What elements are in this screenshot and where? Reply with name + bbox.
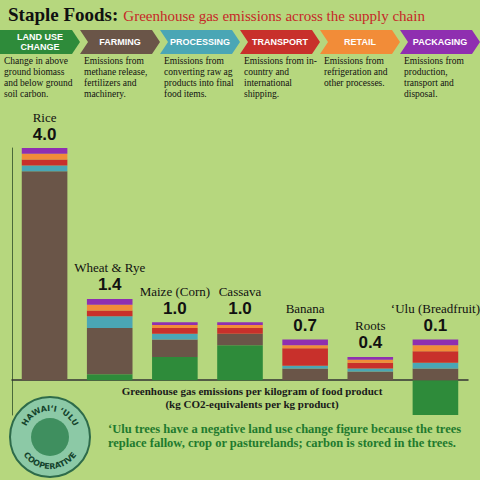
html-text:PACKAGING: PACKAGING bbox=[412, 37, 468, 47]
html-text:Change in above ground biomass: Change in above ground biomass and below… bbox=[4, 56, 73, 99]
html-text:PROCESSING: PROCESSING bbox=[170, 37, 230, 47]
svg-text:ʻUlu (Breadfruit): ʻUlu (Breadfruit) bbox=[391, 301, 480, 316]
svg-text:1.4: 1.4 bbox=[98, 275, 122, 294]
svg-text:Cassava: Cassava bbox=[219, 284, 262, 299]
svg-text:Maize (Corn): Maize (Corn) bbox=[140, 284, 210, 299]
svg-text:1.0: 1.0 bbox=[163, 299, 187, 318]
svg-text:4.0: 4.0 bbox=[33, 125, 57, 144]
html-text:Emissions from methane release: Emissions from methane release, fertiliz… bbox=[84, 56, 148, 99]
html-text:Emissions from converting raw: Emissions from converting raw ag product… bbox=[164, 56, 234, 99]
html-text:Emissions from in-country and: Emissions from in-country and internatio… bbox=[244, 56, 317, 99]
html-text:Staple Foods: Greenhouse gas e: Staple Foods: Greenhouse gas emissions a… bbox=[8, 4, 425, 25]
svg-text:Wheat & Rye: Wheat & Rye bbox=[74, 260, 145, 275]
html-text:Greenhouse gas emissions per k: Greenhouse gas emissions per kilogram of… bbox=[121, 385, 383, 410]
svg-text:Banana: Banana bbox=[286, 301, 325, 316]
svg-text:0.7: 0.7 bbox=[293, 316, 317, 335]
svg-text:1.0: 1.0 bbox=[228, 299, 252, 318]
html-text:TRANSPORT: TRANSPORT bbox=[252, 37, 308, 47]
svg-text:0.1: 0.1 bbox=[424, 316, 448, 335]
svg-text:HAWAIʻI ʻULU: HAWAIʻI ʻULU bbox=[20, 404, 80, 428]
svg-text:0.4: 0.4 bbox=[358, 333, 382, 352]
html-text:ʻUlu trees have a negative lan: ʻUlu trees have a negative land use chan… bbox=[108, 422, 462, 450]
svg-text:Roots: Roots bbox=[355, 318, 385, 333]
svg-text:Rice: Rice bbox=[33, 110, 57, 125]
html-text:FARMING: FARMING bbox=[99, 37, 141, 47]
html-text:Emissions from refrigeration a: Emissions from refrigeration and other p… bbox=[324, 56, 388, 88]
svg-text:COOPERATIVE: COOPERATIVE bbox=[22, 450, 79, 471]
html-text:LAND USE CHANGE: LAND USE CHANGE bbox=[17, 32, 63, 52]
html-text:RETAIL: RETAIL bbox=[344, 37, 376, 47]
html-text:Emissions from production, tra: Emissions from production, transport and… bbox=[404, 56, 464, 99]
